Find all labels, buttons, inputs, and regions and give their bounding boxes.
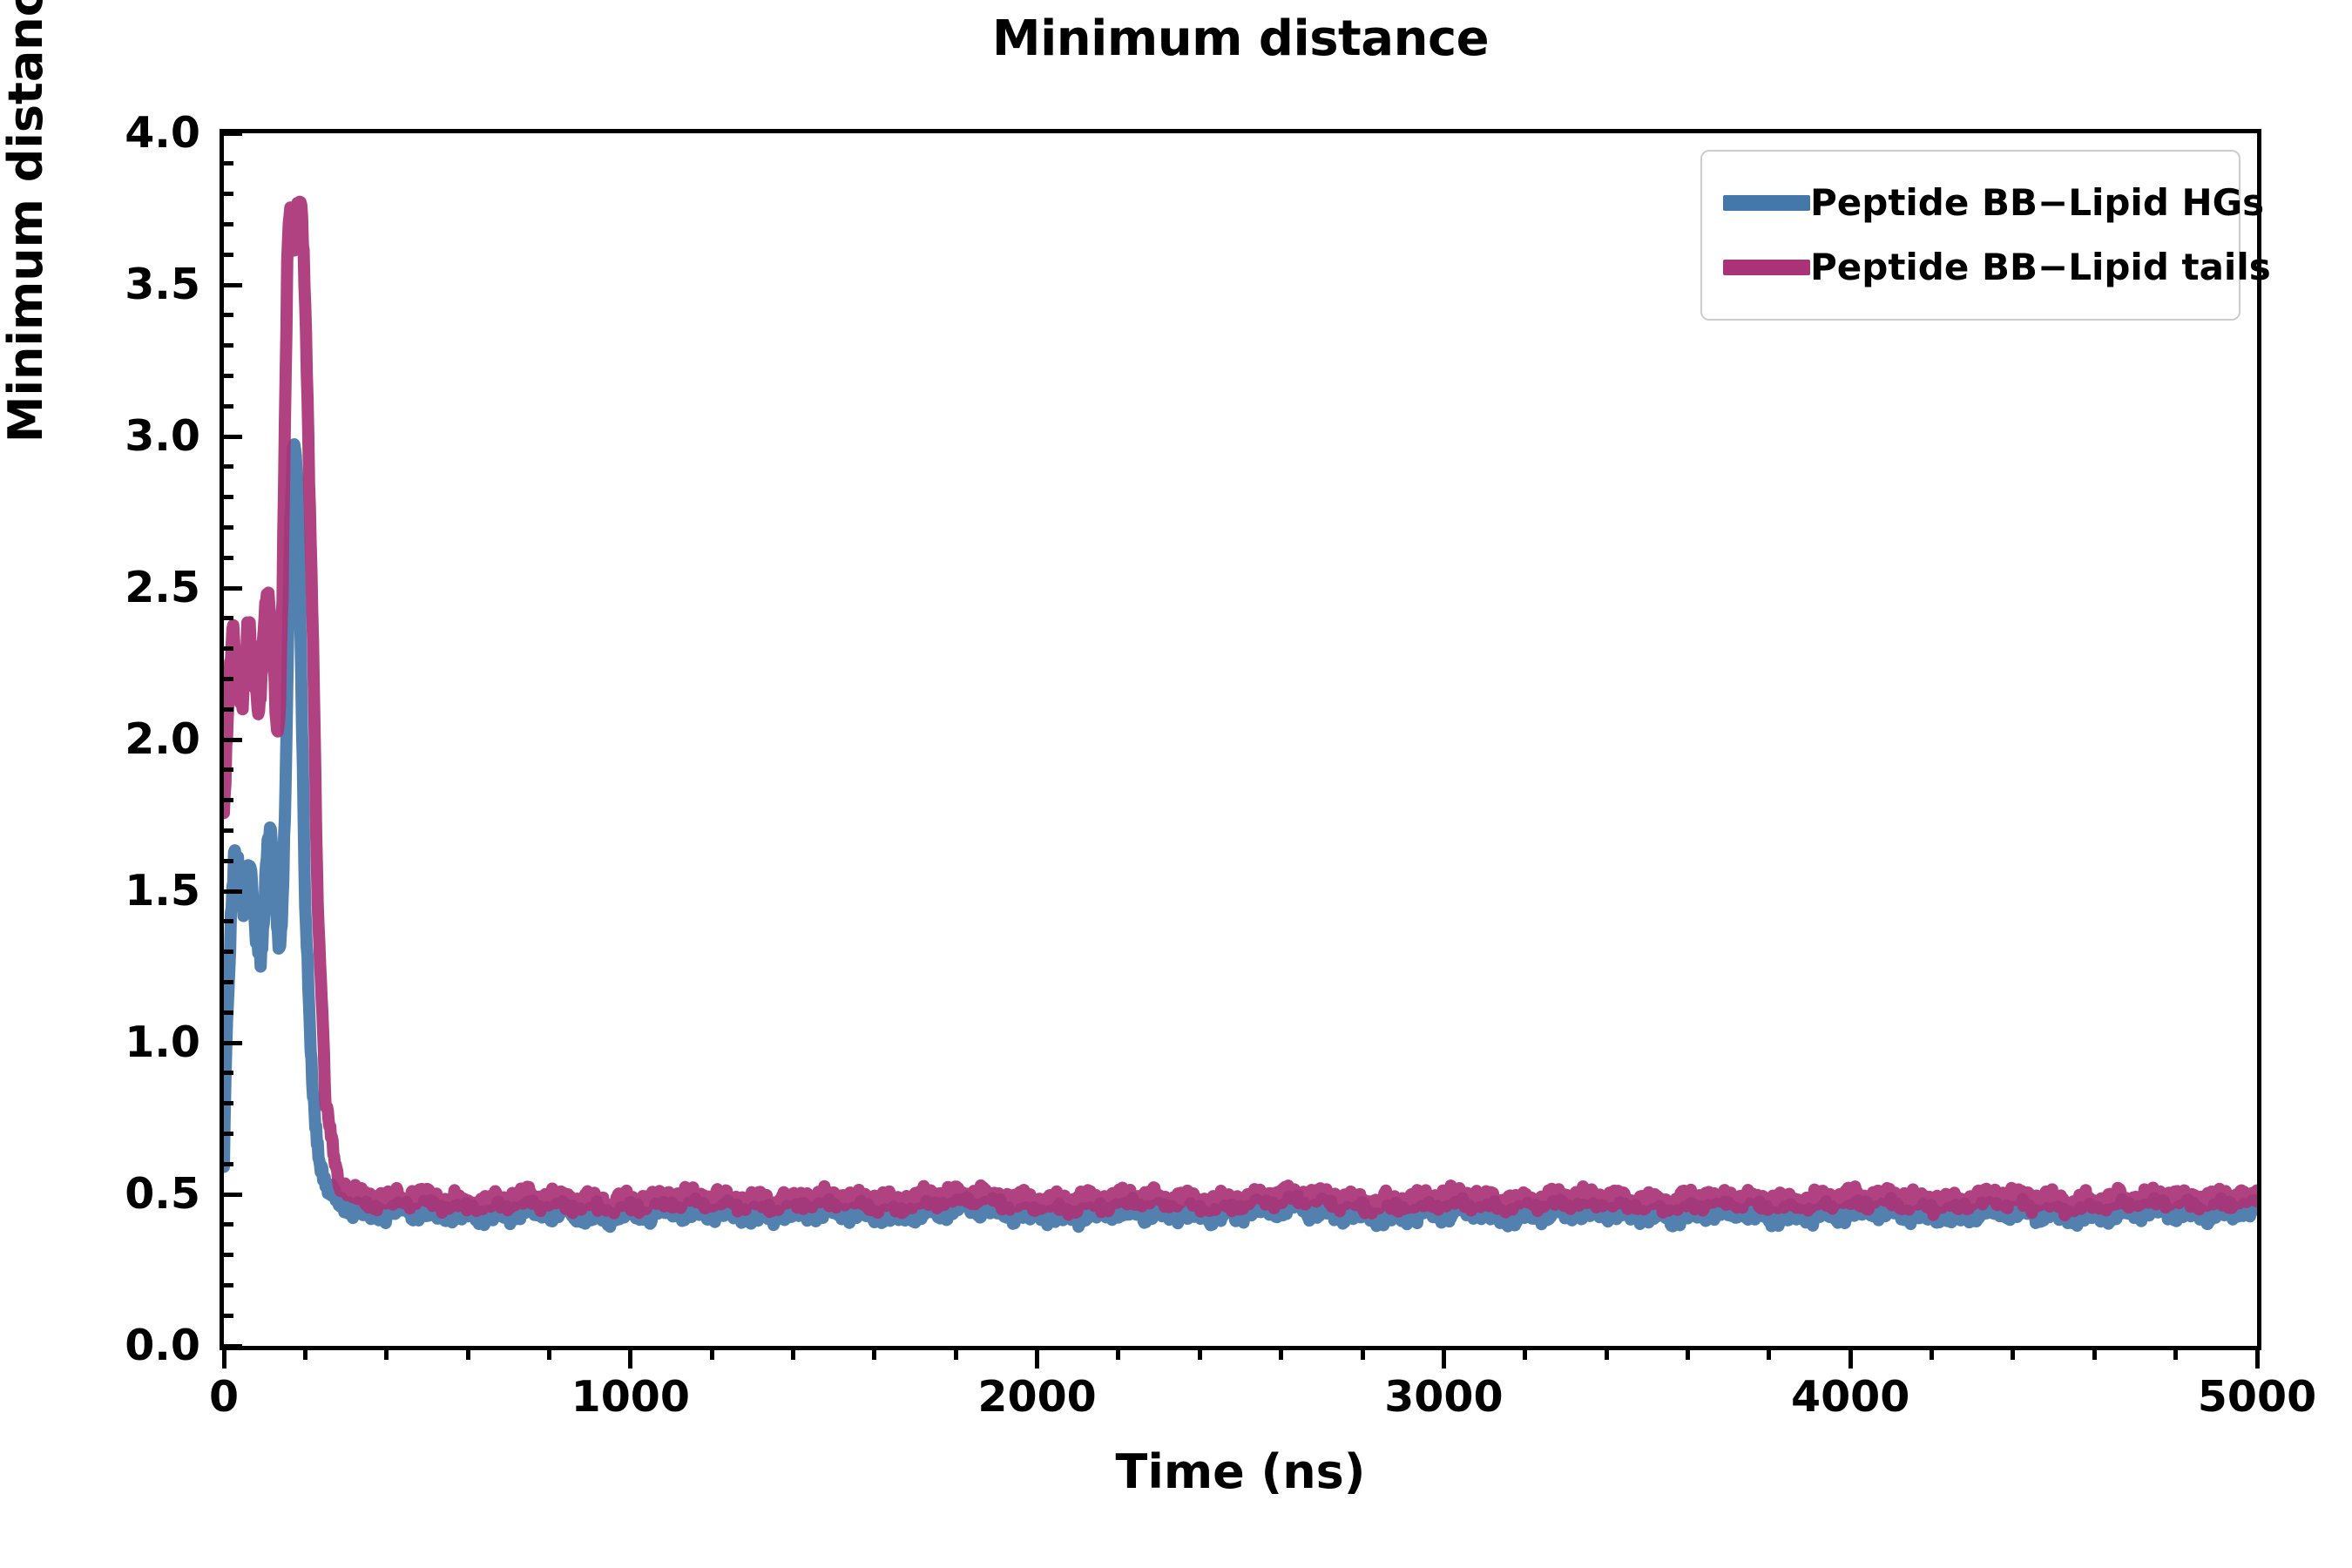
x-tick-label: 5000 [2197,1372,2317,1422]
x-tick-minor [2011,1346,2016,1360]
x-tick-label: 0 [208,1372,240,1422]
y-tick-minor [220,646,233,652]
y-tick-minor [220,252,233,257]
y-tick-minor [220,950,233,955]
x-tick-minor [872,1346,877,1360]
x-axis-title: Time (ns) [1115,1444,1366,1499]
y-tick-minor [220,828,233,833]
series-line-tails [224,202,2257,1216]
x-tick-label: 2000 [977,1372,1097,1422]
legend-swatch-tails [1723,260,1810,275]
y-tick-minor [220,1253,233,1258]
y-tick-minor [220,343,233,348]
y-tick-minor [220,524,233,530]
y-tick-major [220,434,242,439]
x-tick-minor [384,1346,389,1360]
y-tick-label: 1.5 [125,866,200,916]
x-tick-minor [1604,1346,1609,1360]
y-tick-minor [220,192,233,197]
y-tick-minor [220,161,233,166]
legend-label-hgs: Peptide BB−Lipid HGs [1810,181,2265,224]
x-tick-minor [1279,1346,1284,1360]
y-tick-label: 0.0 [125,1321,200,1370]
y-tick-minor [220,1071,233,1076]
y-tick-minor [220,979,233,984]
x-tick-minor [1685,1346,1690,1360]
x-tick-minor [302,1346,308,1360]
x-tick-major [1035,1346,1040,1369]
x-tick-minor [1767,1346,1772,1360]
y-tick-label: 1.0 [125,1017,200,1067]
y-tick-minor [220,1282,233,1288]
y-tick-label: 3.0 [125,411,200,461]
y-tick-label: 2.5 [125,563,200,612]
x-tick-label: 4000 [1790,1372,1910,1422]
y-tick-minor [220,1222,233,1227]
x-tick-minor [1197,1346,1202,1360]
y-tick-minor [220,221,233,226]
y-tick-minor [220,403,233,409]
y-tick-major [220,889,242,894]
y-tick-major [220,585,242,591]
y-tick-minor [220,1313,233,1318]
y-tick-label: 0.5 [125,1169,200,1219]
y-tick-minor [220,616,233,621]
legend-item-hgs[interactable]: Peptide BB−Lipid HGs [1723,171,2264,235]
y-tick-major [220,1040,242,1045]
y-tick-minor [220,464,233,470]
x-tick-minor [791,1346,796,1360]
x-tick-major [221,1346,226,1369]
chart-legend[interactable]: Peptide BB−Lipid HGs Peptide BB−Lipid ta… [1700,150,2271,321]
legend-swatch-hgs [1723,195,1810,211]
legend-label-tails: Peptide BB−Lipid tails [1810,246,2271,288]
y-tick-minor [220,798,233,803]
x-tick-minor [953,1346,958,1360]
y-tick-label: 2.0 [125,714,200,764]
x-tick-minor [709,1346,714,1360]
x-tick-minor [1360,1346,1365,1360]
plot-canvas [224,133,2257,1346]
plot-area [220,129,2261,1350]
y-tick-minor [220,919,233,924]
page-title: Minimum distance [991,10,1490,67]
series-line-hgs [224,444,2257,1227]
y-tick-minor [220,373,233,378]
y-tick-major [220,1343,242,1348]
x-tick-major [1848,1346,1853,1369]
y-tick-minor [220,313,233,318]
y-tick-major [220,737,242,742]
x-tick-minor [1523,1346,1528,1360]
y-tick-minor [220,555,233,560]
x-tick-label: 1000 [571,1372,690,1422]
y-tick-label: 4.0 [125,108,200,158]
y-tick-minor [220,858,233,863]
y-tick-minor [220,1161,233,1166]
x-tick-minor [546,1346,551,1360]
x-tick-major [2254,1346,2260,1369]
x-tick-major [628,1346,633,1369]
x-tick-minor [2092,1346,2097,1360]
y-tick-major [220,282,242,287]
y-tick-label: 3.5 [125,260,200,309]
y-tick-minor [220,495,233,500]
y-tick-minor [220,1131,233,1136]
x-tick-label: 3000 [1384,1372,1504,1422]
y-tick-minor [220,767,233,773]
y-tick-minor [220,706,233,712]
y-tick-minor [220,1101,233,1106]
x-tick-minor [1930,1346,1935,1360]
y-tick-major [220,1192,242,1197]
y-axis-title: Minimum distance (nm) [0,0,53,443]
legend-item-tails[interactable]: Peptide BB−Lipid tails [1723,235,2271,300]
x-tick-major [1441,1346,1446,1369]
y-tick-minor [220,1010,233,1015]
y-tick-minor [220,676,233,681]
x-tick-minor [2173,1346,2179,1360]
x-tick-minor [465,1346,470,1360]
y-tick-major [220,131,242,136]
x-tick-minor [1116,1346,1121,1360]
